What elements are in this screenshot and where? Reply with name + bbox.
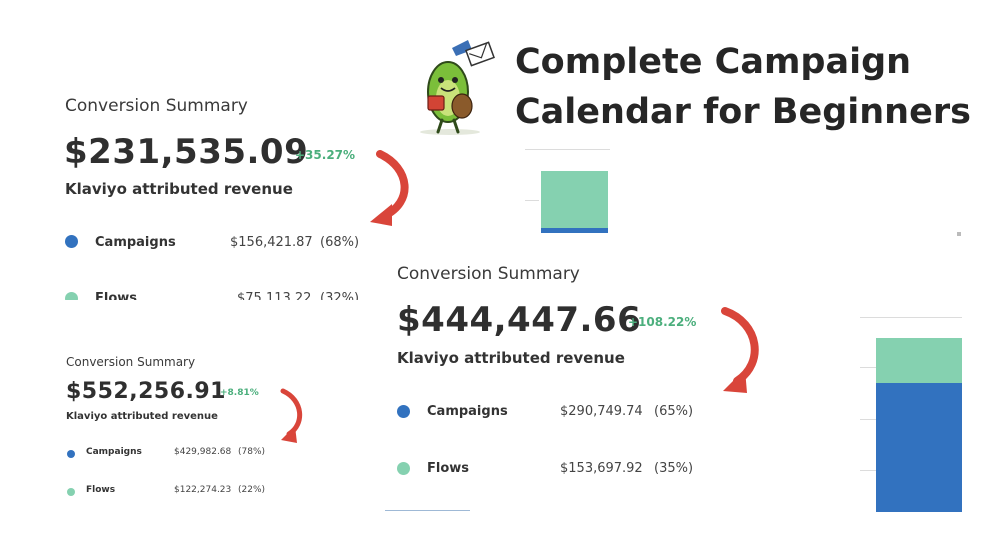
card-c-bottom-rule — [385, 510, 470, 511]
card-b-campaigns-name: Campaigns — [86, 447, 142, 457]
card-b-change: +8.81% — [220, 388, 259, 398]
card-a-flows-name: Flows — [95, 291, 138, 300]
card-a-flows-pct: (32%) — [320, 291, 360, 300]
card-a-amount: $231,535.09 — [64, 132, 309, 172]
card-a-row-campaigns — [65, 235, 78, 248]
card-b-subtitle: Klaviyo attributed revenue — [66, 411, 218, 422]
conversion-summary-card-b: Conversion Summary $552,256.91 +8.81% Kl… — [52, 345, 372, 520]
card-b-flows-pct: (22%) — [238, 485, 266, 495]
curved-arrow-icon-b — [280, 388, 303, 443]
card-b-campaigns-value: $429,982.68 — [174, 447, 232, 457]
card-b-campaigns-pct: (78%) — [238, 447, 266, 457]
card-c-row-flows — [397, 462, 410, 475]
card-b-flows-value: $122,274.23 — [174, 485, 232, 495]
card-c-flows-value: $153,697.92 — [560, 461, 643, 476]
bar-right-flows-segment — [876, 338, 962, 384]
bar-right-gridline-4 — [860, 470, 876, 471]
flows-dot-icon-b — [67, 488, 75, 496]
bar-top-gridline-2 — [525, 200, 539, 201]
bar-right-gridline-2 — [860, 367, 876, 368]
card-b-label: Conversion Summary — [66, 355, 196, 369]
card-c-campaigns-pct: (65%) — [654, 404, 694, 419]
card-c-amount: $444,447.66 — [397, 300, 642, 340]
bar-right-gridline-3 — [860, 419, 876, 420]
card-c-change: +108.22% — [628, 315, 697, 329]
headline-line-1: Complete Campaign — [515, 42, 912, 82]
dot-mark — [957, 232, 961, 236]
card-a-label: Conversion Summary — [65, 96, 248, 116]
bar-right-campaigns-segment — [876, 383, 962, 512]
bar-top-flows-segment — [541, 171, 608, 229]
curved-arrow-icon-c — [721, 307, 759, 393]
card-b-amount: $552,256.91 — [66, 379, 226, 404]
card-a-flows-value: $75,113.22 — [237, 291, 312, 300]
card-b-flows-name: Flows — [86, 485, 116, 495]
flows-dot-icon-c — [397, 462, 410, 475]
flows-dot-icon — [65, 292, 78, 300]
card-a-change: +35.27% — [295, 148, 356, 162]
card-a-campaigns-value: $156,421.87 — [230, 235, 313, 250]
card-c-subtitle: Klaviyo attributed revenue — [397, 349, 625, 367]
card-c-row-campaigns — [397, 405, 410, 418]
card-a-row-flows — [65, 292, 78, 300]
card-c-flows-pct: (35%) — [654, 461, 694, 476]
bar-right-gridline-1 — [860, 317, 962, 318]
curved-arrow-icon-a — [370, 150, 409, 226]
bar-right-stack — [876, 338, 962, 512]
bar-top-gridline-1 — [525, 149, 610, 150]
card-c-flows-name: Flows — [427, 461, 470, 476]
card-c-campaigns-value: $290,749.74 — [560, 404, 643, 419]
card-a-campaigns-name: Campaigns — [95, 235, 176, 250]
card-b-row-campaigns — [67, 450, 75, 458]
card-b-row-flows — [67, 488, 75, 496]
avocado-mail-carrier-icon — [420, 40, 495, 135]
bar-top-stack — [541, 171, 608, 233]
card-c-label: Conversion Summary — [397, 264, 580, 284]
headline-line-2: Calendar for Beginners — [515, 92, 971, 132]
campaigns-dot-icon-c — [397, 405, 410, 418]
campaigns-dot-icon — [65, 235, 78, 248]
campaigns-dot-icon-b — [67, 450, 75, 458]
bar-top-campaigns-segment — [541, 228, 608, 233]
card-a-campaigns-pct: (68%) — [320, 235, 360, 250]
card-c-campaigns-name: Campaigns — [427, 404, 508, 419]
card-a-subtitle: Klaviyo attributed revenue — [65, 180, 293, 198]
conversion-summary-card-a: Conversion Summary $231,535.09 +35.27% K… — [40, 80, 370, 300]
conversion-summary-card-c: Conversion Summary $444,447.66 +108.22% … — [382, 250, 852, 515]
